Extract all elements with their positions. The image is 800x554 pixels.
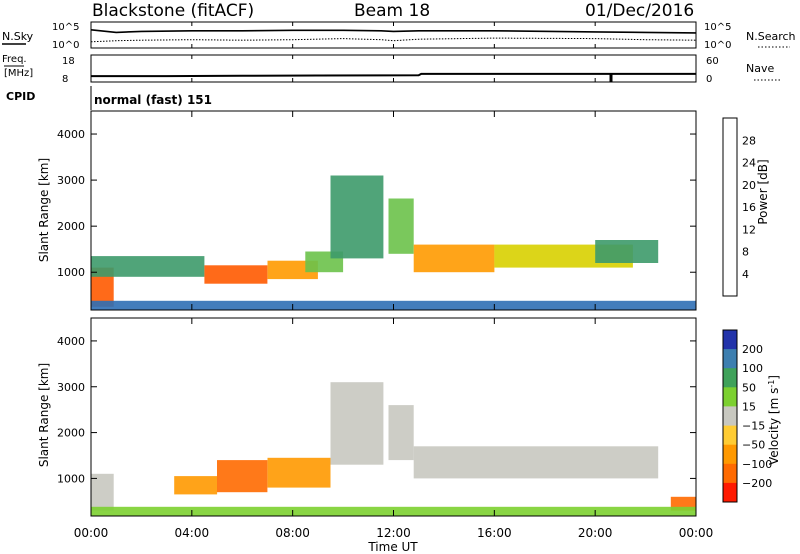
- colorbar-tick-label: −50: [742, 439, 765, 452]
- freq-unit-label: [MHz]: [4, 68, 33, 79]
- colorbar-swatch: [723, 406, 737, 426]
- cpid-value: normal (fast) 151: [94, 93, 212, 107]
- noise-panel: N.Sky 10^5 10^0 10^5 10^0 N.Search: [2, 21, 796, 51]
- colorbar-tick-label: 200: [742, 343, 763, 356]
- colorbar-swatch: [723, 387, 737, 407]
- time-axis: 00:00 04:00 08:00 12:00 16:00 20:00 00:00: [74, 22, 714, 540]
- colorbar-swatch: [723, 425, 737, 446]
- colorbar-tick-label: 8: [742, 246, 749, 259]
- xtick-label: 12:00: [376, 526, 411, 540]
- freq-label: Freq.: [2, 54, 27, 65]
- power-yticks: 1000 2000 3000 4000: [57, 128, 696, 279]
- colorbar-swatch: [723, 444, 737, 465]
- power-ylabel: Slant Range [km]: [37, 158, 51, 262]
- xtick-label: 00:00: [679, 526, 714, 540]
- scatter-band-7: [413, 244, 495, 273]
- colorbar-swatch: [723, 349, 737, 369]
- colorbar-tick-label: 100: [742, 362, 763, 375]
- ytick-label: 4000: [57, 128, 85, 141]
- noise-right-label: N.Search: [746, 30, 796, 43]
- xtick-label: 04:00: [175, 526, 210, 540]
- noise-tick-left-top: 10^5: [52, 22, 79, 33]
- xtick-label: 00:00: [74, 526, 109, 540]
- colorbar-swatch: [723, 463, 737, 484]
- velocity-data: [91, 382, 696, 516]
- velocity-colorbar-label: Velocity [m s-1]: [767, 375, 781, 465]
- noise-left-label: N.Sky: [2, 30, 34, 43]
- scatter-band-0: [91, 473, 114, 511]
- power-panel: 1000 2000 3000 4000 Slant Range [km] 4 8 12 16…: [37, 110, 770, 311]
- freq-tick-top: 18: [62, 56, 75, 67]
- scatter-band-0: [91, 267, 114, 307]
- scatter-band-1: [174, 476, 218, 495]
- beam-title: Beam 18: [354, 1, 430, 21]
- colorbar-tick-label: 4: [742, 268, 749, 281]
- scatter-band-2: [217, 460, 268, 493]
- ytick-label: 2000: [57, 427, 85, 440]
- colorbar-tick-label: 12: [742, 223, 756, 236]
- nsky-series-line: [90, 29, 697, 34]
- velocity-ylabel: Slant Range [km]: [37, 363, 51, 467]
- colorbar-tick-label: 28: [742, 134, 756, 147]
- colorbar-swatch: [723, 330, 737, 350]
- ytick-label: 3000: [57, 381, 85, 394]
- velocity-yticks: 1000 2000 3000 4000: [57, 335, 696, 485]
- ytick-label: 1000: [57, 266, 85, 279]
- xtick-label: 16:00: [477, 526, 512, 540]
- freq-panel: Freq. [MHz] 18 8 60 0 Nave: [2, 54, 780, 85]
- scatter-band-2: [204, 265, 268, 284]
- colorbar-tick-label: −15: [742, 420, 765, 433]
- date-title: 01/Dec/2016: [585, 1, 694, 21]
- nave-tick-bottom: 0: [706, 74, 712, 85]
- colorbar-swatch: [723, 368, 737, 388]
- colorbar-frame: [722, 117, 738, 297]
- xtick-label: 08:00: [275, 526, 310, 540]
- noise-tick-right-top: 10^5: [704, 22, 731, 33]
- scatter-band-1: [91, 256, 205, 277]
- noise-tick-right-bottom: 10^0: [704, 40, 731, 51]
- colorbar-frame: [722, 329, 738, 503]
- xtick-label: 20:00: [578, 526, 613, 540]
- colorbar-tick-label: −200: [742, 477, 772, 490]
- colorbar-tick-label: −100: [742, 458, 772, 471]
- colorbar-swatch: [723, 482, 737, 503]
- power-data: [91, 175, 696, 310]
- noise-tick-left-bottom: 10^0: [52, 40, 79, 51]
- ytick-label: 4000: [57, 335, 85, 348]
- colorbar-tick-label: 24: [742, 157, 756, 170]
- station-title: Blackstone (fitACF): [92, 1, 254, 21]
- colorbar-tick-label: 20: [742, 179, 756, 192]
- scatter-band-5: [388, 405, 414, 461]
- scatter-band-6: [413, 446, 659, 479]
- nsearch-series-line: [90, 37, 697, 43]
- velocity-panel: 1000 2000 3000 4000 Slant Range [km] 200 100…: [37, 317, 781, 517]
- ytick-label: 3000: [57, 174, 85, 187]
- colorbar-tick-label: 16: [742, 201, 756, 214]
- ytick-label: 1000: [57, 472, 85, 485]
- nave-tick-top: 60: [706, 56, 719, 67]
- ytick-label: 2000: [57, 220, 85, 233]
- scatter-band-9: [595, 240, 659, 263]
- scatter-band-5: [330, 175, 384, 259]
- power-colorbar-label: Power [dB]: [756, 159, 770, 224]
- scatter-band-6: [388, 198, 414, 254]
- colorbar-tick-label: 15: [742, 400, 756, 413]
- freq-series-line: [91, 72, 696, 78]
- velocity-colorbar: 200 100 50 15 −15 −50 −100 −200: [722, 329, 772, 503]
- time-axis-label: Time UT: [367, 540, 418, 554]
- freq-tick-bottom: 8: [62, 74, 68, 85]
- cpid-label: CPID: [6, 90, 35, 103]
- power-colorbar: 4 8 12 16 20 24 28: [722, 117, 756, 297]
- nave-label: Nave: [746, 62, 774, 75]
- colorbar-tick-label: 50: [742, 381, 756, 394]
- scatter-band-4: [330, 382, 384, 465]
- scatter-band-3: [267, 457, 331, 488]
